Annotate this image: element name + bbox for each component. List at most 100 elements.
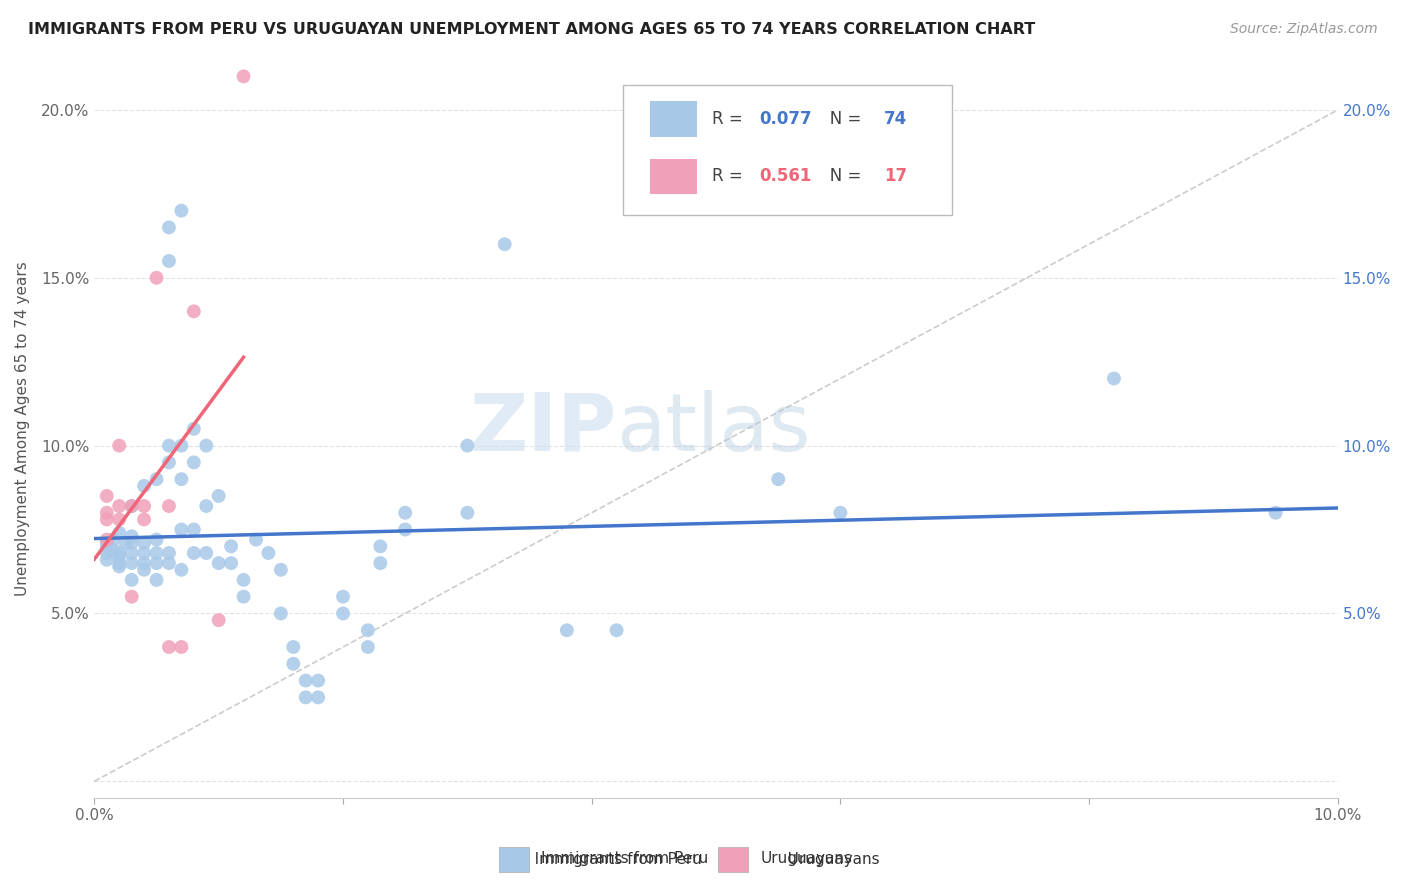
Point <box>830 506 852 520</box>
Point <box>170 640 193 654</box>
Point <box>145 270 167 285</box>
Point <box>157 254 180 268</box>
Text: Immigrants from Peru: Immigrants from Peru <box>541 851 709 865</box>
Point <box>357 624 380 638</box>
Point <box>96 553 118 567</box>
Point <box>232 590 254 604</box>
Point <box>108 525 131 540</box>
Point <box>96 533 118 547</box>
Point <box>121 573 143 587</box>
Point <box>101 533 124 547</box>
FancyBboxPatch shape <box>718 847 748 872</box>
Point <box>96 536 118 550</box>
Point <box>195 499 218 513</box>
Text: 0.077: 0.077 <box>759 110 813 128</box>
Text: 0.561: 0.561 <box>759 168 811 186</box>
Text: R =: R = <box>713 168 748 186</box>
Point <box>170 439 193 453</box>
Point <box>108 439 131 453</box>
Point <box>1264 506 1286 520</box>
Point <box>170 523 193 537</box>
Point <box>108 546 131 560</box>
Point <box>157 546 180 560</box>
Point <box>208 489 231 503</box>
Text: N =: N = <box>814 168 868 186</box>
Point <box>121 590 143 604</box>
Point <box>183 455 205 469</box>
Text: Uruguayans: Uruguayans <box>773 852 880 867</box>
Point <box>456 506 478 520</box>
Point <box>121 536 143 550</box>
Point <box>183 546 205 560</box>
Point <box>606 624 628 638</box>
Point <box>132 556 155 570</box>
Point <box>96 506 118 520</box>
Point <box>183 422 205 436</box>
Point <box>157 556 180 570</box>
FancyBboxPatch shape <box>650 102 697 136</box>
Point <box>114 536 136 550</box>
FancyBboxPatch shape <box>650 159 697 194</box>
Point <box>157 499 180 513</box>
Point <box>219 539 242 553</box>
Point <box>96 539 118 553</box>
Point <box>232 70 254 84</box>
Point <box>145 472 167 486</box>
Point <box>108 556 131 570</box>
Point <box>145 533 167 547</box>
Point <box>494 237 516 252</box>
Point <box>157 439 180 453</box>
Point <box>170 203 193 218</box>
Point <box>121 499 143 513</box>
Point <box>145 546 167 560</box>
Text: 17: 17 <box>884 168 907 186</box>
Point <box>307 673 329 688</box>
Point <box>121 499 143 513</box>
Point <box>183 523 205 537</box>
Text: ZIP: ZIP <box>470 390 617 467</box>
Point <box>121 529 143 543</box>
Point <box>195 439 218 453</box>
Point <box>294 673 316 688</box>
Text: atlas: atlas <box>617 390 811 467</box>
Point <box>270 563 292 577</box>
Point <box>208 613 231 627</box>
Point <box>195 546 218 560</box>
Point <box>108 559 131 574</box>
Point <box>283 640 305 654</box>
Point <box>108 549 131 564</box>
Point <box>245 533 267 547</box>
Text: N =: N = <box>814 110 868 128</box>
Point <box>132 479 155 493</box>
Point <box>132 499 155 513</box>
FancyBboxPatch shape <box>623 86 952 215</box>
Point <box>394 523 416 537</box>
Point <box>96 489 118 503</box>
Point <box>257 546 280 560</box>
Point <box>307 690 329 705</box>
Point <box>145 573 167 587</box>
Point <box>270 607 292 621</box>
Point <box>370 556 392 570</box>
Text: 74: 74 <box>884 110 907 128</box>
Point <box>294 690 316 705</box>
Point <box>332 607 354 621</box>
Point <box>768 472 790 486</box>
Point <box>157 640 180 654</box>
Point <box>96 546 118 560</box>
Point <box>121 546 143 560</box>
Text: Source: ZipAtlas.com: Source: ZipAtlas.com <box>1230 22 1378 37</box>
Point <box>332 590 354 604</box>
Point <box>555 624 578 638</box>
Point <box>132 512 155 526</box>
Point <box>456 439 478 453</box>
Point <box>394 506 416 520</box>
Point <box>208 556 231 570</box>
Point <box>96 512 118 526</box>
Text: Uruguayans: Uruguayans <box>761 851 852 865</box>
Point <box>132 546 155 560</box>
Point <box>170 472 193 486</box>
Point <box>108 512 131 526</box>
Point <box>357 640 380 654</box>
Point <box>121 556 143 570</box>
